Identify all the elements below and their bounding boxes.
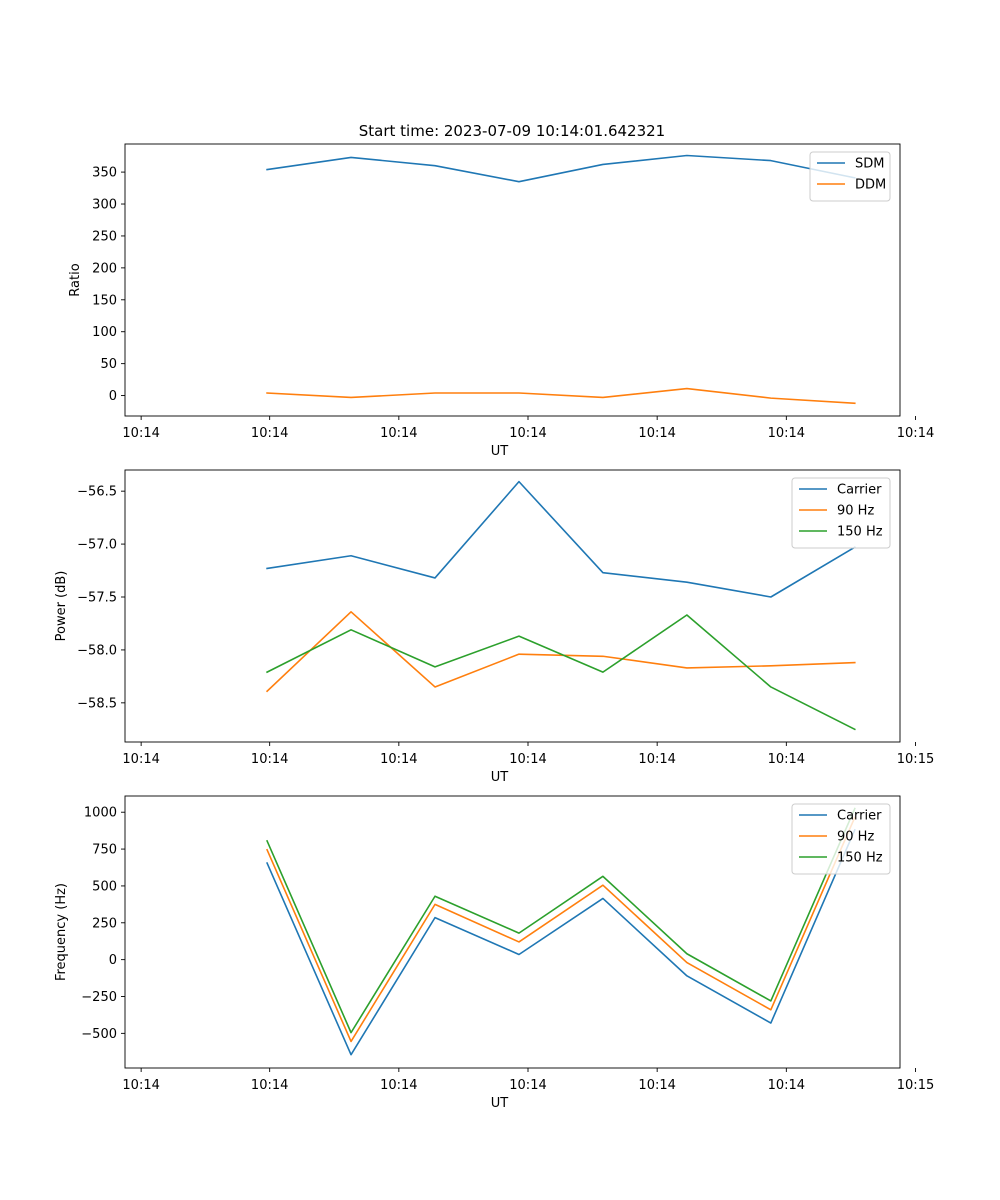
x-tick-label: 10:14 [768,752,805,767]
series-line-90-hz [266,816,856,1043]
y-tick-label: −500 [81,1027,117,1042]
legend-label: 150 Hz [837,525,883,540]
x-tick-label: 10:14 [638,1078,675,1093]
chart-panel-2: 10:14 10:14 10:14 10:14 10:14 10:14 10:15 −58.5… [54,469,934,785]
x-axis-label: UT [491,1096,509,1111]
plot-area [125,470,900,742]
legend-label: 150 Hz [837,851,883,866]
x-tick-label: 10:14 [509,752,546,767]
x-tick-label: 10:14 [638,752,675,767]
x-tick-label: 10:14 [768,426,805,441]
y-tick-label: 1000 [84,806,117,821]
x-tick-label: 10:15 [897,1078,934,1093]
legend-label: DDM [855,178,886,193]
y-tick-label: 250 [92,916,117,931]
x-tick-label: 10:14 [509,426,546,441]
series-line-150-hz [266,614,856,731]
x-tick-label: 10:14 [509,1078,546,1093]
series-line-90-hz [265,611,856,693]
legend-label: SDM [855,157,884,172]
y-tick-label: −250 [81,990,117,1005]
y-tick-label: −58.5 [77,696,117,711]
x-tick-label: 10:14 [897,426,934,441]
legend-box [809,151,891,202]
x-axis-label: UT [491,770,509,785]
y-tick-label: 500 [92,879,117,894]
y-tick-label: 0 [109,389,117,404]
y-tick-label: 0 [109,953,117,968]
y-tick-label: 50 [100,357,117,372]
x-tick-label: 10:14 [380,426,417,441]
y-tick-label: 100 [92,325,117,340]
plot-area [125,796,900,1068]
y-axis-label: Frequency (Hz) [54,883,69,981]
y-axis-label: Power (dB) [54,571,69,642]
chart-panel-1: 10:14 10:14 10:14 10:14 10:14 10:14 10:14 0 50 10… [68,143,934,459]
series-line-carrier [266,828,856,1056]
y-axis-label: Ratio [68,263,83,296]
series-line-150-hz [266,807,856,1034]
x-tick-label: 10:14 [122,426,159,441]
chart-panel-3: 10:14 10:14 10:14 10:14 10:14 10:14 10:15 −500 −… [54,795,934,1111]
y-tick-label: 750 [92,843,117,858]
legend: SDM DDM [809,151,891,202]
y-tick-label: 350 [92,166,117,181]
series-line-carrier [266,480,856,598]
y-tick-label: −57.0 [77,538,117,553]
legend: Carrier 90 Hz 150 Hz [791,803,891,875]
x-axis-label: UT [491,444,509,459]
y-tick-label: 150 [92,293,117,308]
x-tick-label: 10:14 [638,426,675,441]
x-tick-label: 10:14 [768,1078,805,1093]
y-tick-label: 250 [92,229,117,244]
x-tick-label: 10:15 [897,752,934,767]
y-tick-label: −56.5 [77,485,117,500]
x-tick-label: 10:14 [251,426,288,441]
legend-label: 90 Hz [837,504,874,519]
y-tick-label: −58.0 [77,643,117,658]
legend-label: Carrier [837,809,882,824]
series-line-sdm [266,154,856,183]
legend: Carrier 90 Hz 150 Hz [791,477,891,549]
x-tick-label: 10:14 [251,1078,288,1093]
legend-label: Carrier [837,483,882,498]
axes-frame [124,795,901,1069]
legend-label: 90 Hz [837,830,874,845]
axes-frame [124,143,901,417]
x-tick-label: 10:14 [380,1078,417,1093]
axes-frame [124,469,901,743]
x-tick-label: 10:14 [380,752,417,767]
x-tick-label: 10:14 [251,752,288,767]
x-tick-label: 10:14 [122,1078,159,1093]
y-tick-label: 300 [92,198,117,213]
x-tick-label: 10:14 [122,752,159,767]
series-line-ddm [266,387,856,405]
y-tick-label: 200 [92,261,117,276]
figure-title: Start time: 2023-07-09 10:14:01.642321 [359,122,665,140]
plot-area [125,144,900,416]
y-tick-label: −57.5 [77,591,117,606]
